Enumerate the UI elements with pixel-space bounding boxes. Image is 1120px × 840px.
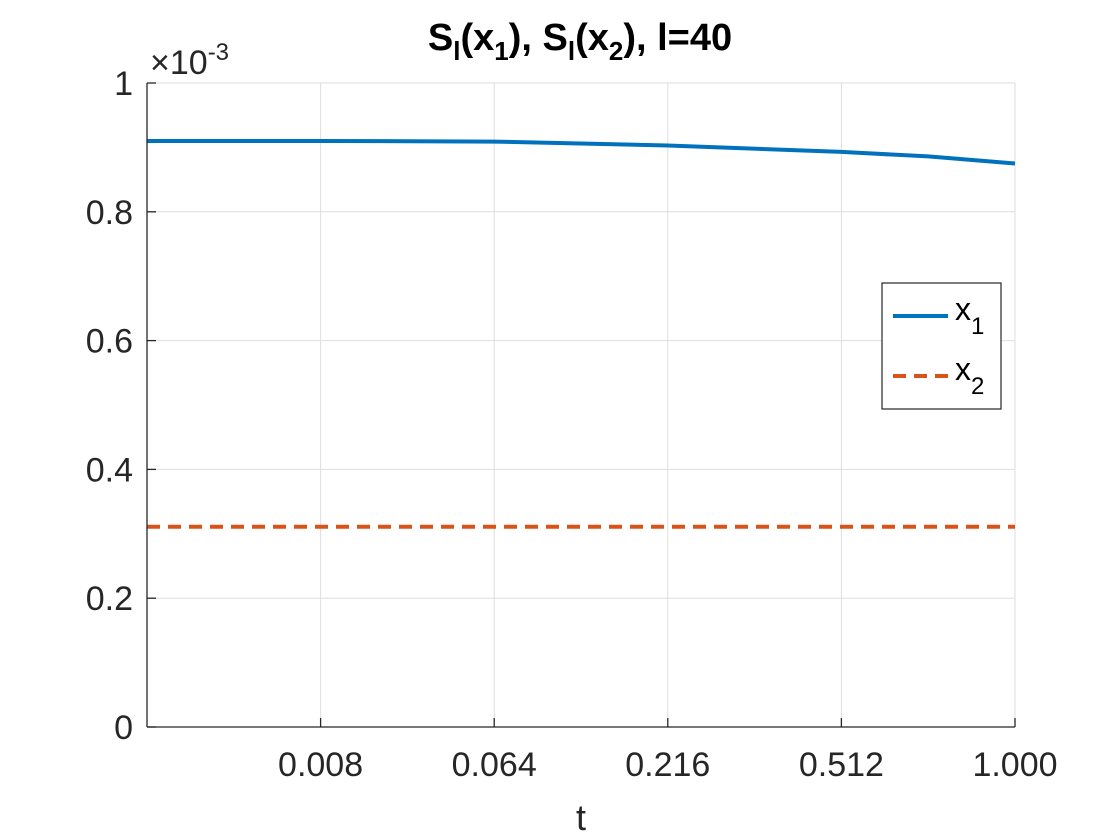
x-tick-labels: 0.008 0.064 0.216 0.512 1.000: [278, 746, 1057, 784]
y-tick-labels: 0 0.2 0.4 0.6 0.8 1: [86, 65, 133, 747]
y-tick-label: 1: [114, 65, 133, 103]
x-tick-label: 0.216: [625, 746, 710, 784]
legend: x1 x2: [881, 282, 1002, 410]
y-tick-label: 0.8: [86, 194, 133, 232]
y-tick-label: 0.4: [86, 451, 133, 489]
legend-box: [881, 282, 1002, 410]
legend-label-x2: x2: [955, 351, 984, 400]
chart-title: Sl(x1), Sl(x2), l=40: [428, 17, 732, 66]
series-line-x1: [147, 138, 1016, 166]
series-lines: [147, 138, 1016, 529]
y-tick-label: 0.6: [86, 323, 133, 361]
axes: [146, 82, 1016, 728]
y-tick-label: 0: [114, 709, 133, 747]
x-axis-label: t: [576, 797, 586, 838]
x-tick-label: 0.008: [278, 746, 363, 784]
legend-label-x1: x1: [955, 291, 984, 340]
plot-background: [147, 83, 1015, 727]
x-tick-label: 0.064: [452, 746, 537, 784]
x-tick-label: 0.512: [799, 746, 884, 784]
y-exponent-label: ×10-3: [150, 39, 229, 82]
y-tick-label: 0.2: [86, 580, 133, 618]
x-tick-label: 1.000: [972, 746, 1057, 784]
plot-area: [146, 82, 1016, 728]
